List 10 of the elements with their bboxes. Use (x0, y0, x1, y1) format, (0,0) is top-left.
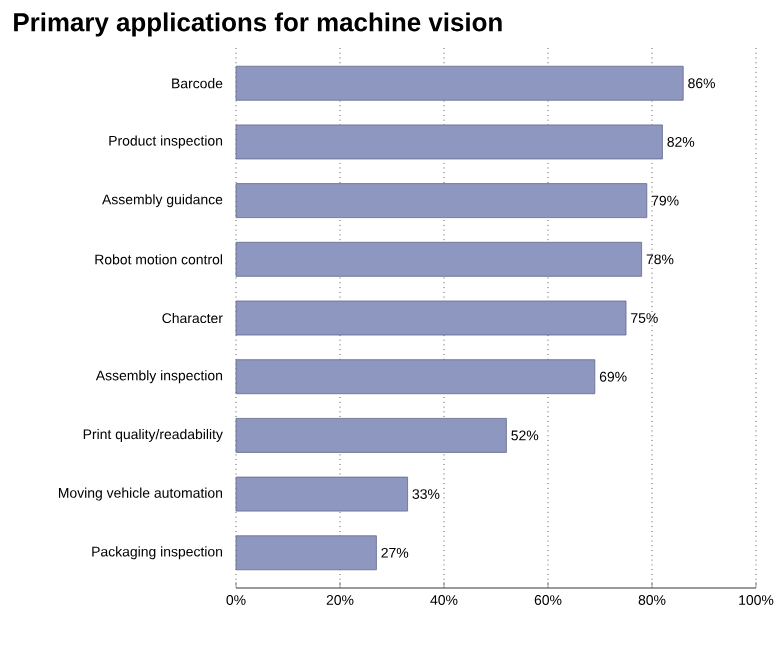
bar (235, 241, 643, 277)
bar (235, 418, 507, 453)
bar (235, 535, 377, 571)
chart-title: Primary applications for machine vision (14, 12, 502, 37)
bar (235, 300, 627, 336)
bar (235, 359, 596, 395)
bar (235, 124, 663, 160)
bar (235, 476, 408, 512)
bar (235, 65, 684, 101)
bar (235, 183, 648, 219)
